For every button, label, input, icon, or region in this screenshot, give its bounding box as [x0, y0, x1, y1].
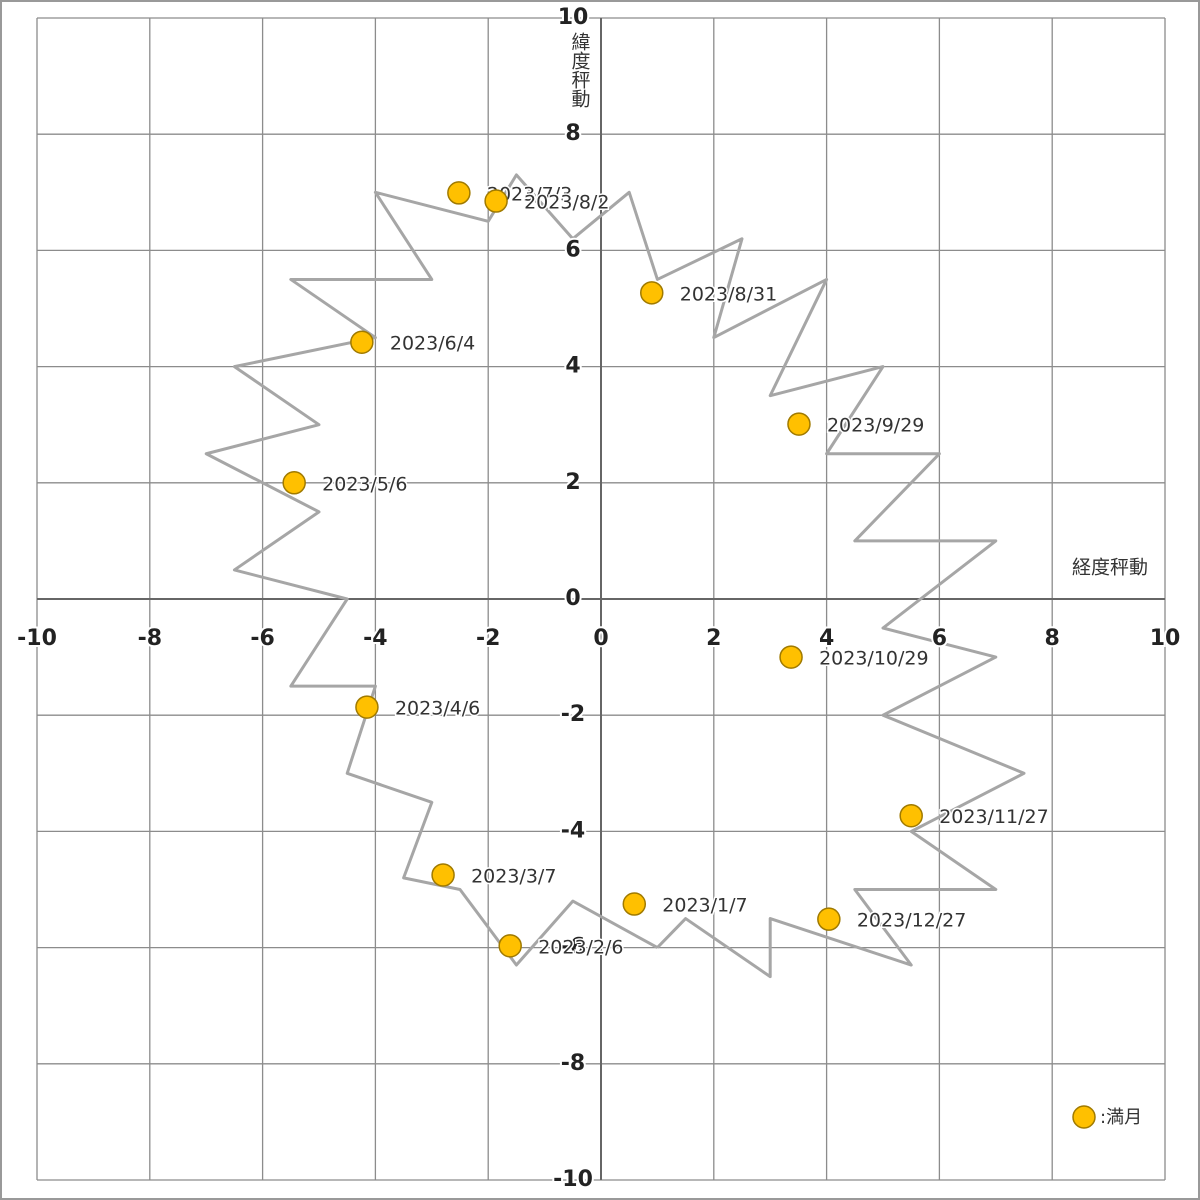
y-tick-label: 0 — [565, 586, 580, 611]
x-tick-label: 4 — [819, 626, 834, 651]
x-tick-label: -4 — [363, 626, 387, 651]
x-tick-label: 6 — [932, 626, 947, 651]
x-tick-label: 8 — [1045, 626, 1060, 651]
legend-label: :満月 — [1100, 1107, 1142, 1128]
full-moon-point — [779, 645, 803, 669]
point-label: 2023/8/2 — [524, 192, 609, 214]
full-moon-point — [350, 330, 374, 354]
point-label: 2023/5/6 — [322, 473, 407, 495]
point-label: 2023/9/29 — [827, 415, 924, 437]
full-moon-point — [282, 471, 306, 495]
libration-path — [204, 173, 1026, 979]
y-tick-label: -8 — [561, 1051, 585, 1076]
y-tick-label: 8 — [565, 121, 580, 146]
full-moon-point — [622, 892, 647, 916]
full-moon-point — [498, 934, 522, 958]
full-moon-point — [431, 863, 455, 887]
full-moon-point — [355, 695, 379, 719]
point-label: 2023/11/27 — [939, 806, 1049, 828]
point-label: 2023/12/27 — [857, 910, 967, 932]
full-moon-point — [484, 189, 508, 213]
x-tick-label: 2 — [706, 626, 721, 651]
full-moon-point — [899, 803, 923, 828]
y-tick-label: 2 — [565, 470, 580, 495]
y-tick-label: -6 — [561, 935, 585, 960]
x-tick-label: -6 — [250, 626, 274, 651]
point-label: 2023/1/7 — [662, 895, 747, 917]
y-tick-label: 4 — [565, 354, 580, 379]
point-label: 2023/3/7 — [471, 865, 556, 887]
y-tick-label: -2 — [561, 702, 585, 727]
legend-marker — [1072, 1105, 1096, 1129]
y-axis-title: 緯度秤動 — [569, 32, 591, 108]
point-label: 2023/4/6 — [395, 698, 480, 720]
x-tick-label: 10 — [1150, 626, 1181, 651]
y-tick-label: -10 — [553, 1167, 593, 1192]
y-tick-label: 10 — [558, 5, 589, 30]
point-label: 2023/2/6 — [538, 936, 623, 958]
x-tick-label: -2 — [476, 626, 500, 651]
x-axis-title: 経度秤動 — [1072, 557, 1148, 579]
full-moon-point — [447, 181, 471, 205]
y-tick-label: -4 — [561, 818, 585, 843]
full-moon-point — [640, 281, 664, 305]
point-label: 2023/10/29 — [819, 648, 929, 670]
point-label: 2023/6/4 — [390, 333, 475, 355]
x-tick-label: -8 — [138, 626, 162, 651]
y-tick-label: 6 — [565, 237, 580, 262]
x-tick-label: -10 — [17, 626, 57, 651]
full-moon-point — [787, 412, 811, 436]
point-label: 2023/8/31 — [680, 283, 777, 305]
full-moon-point — [817, 907, 841, 931]
x-tick-label: 0 — [593, 626, 608, 651]
